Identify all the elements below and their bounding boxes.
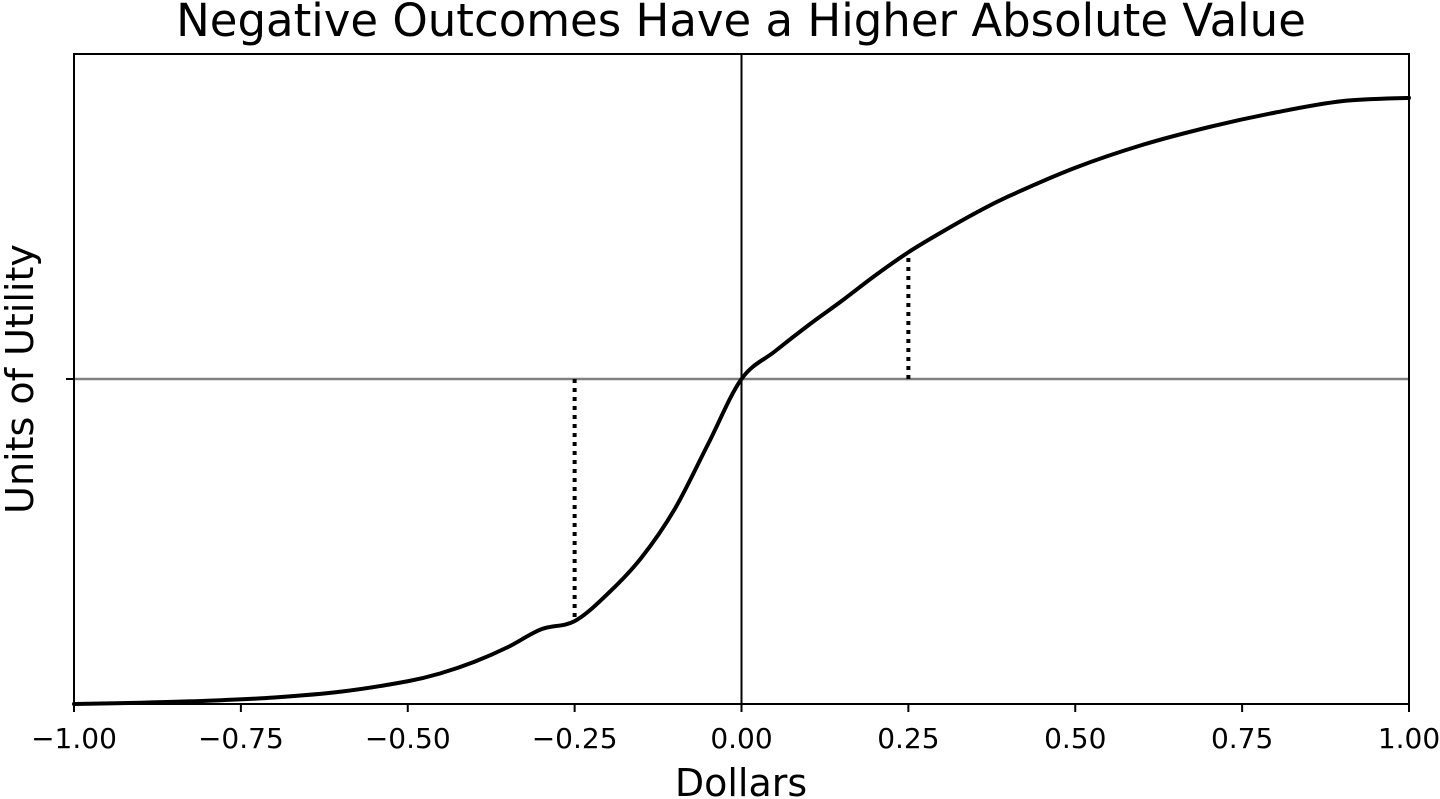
plot-area xyxy=(74,54,1409,704)
x-tick-label-5: 0.25 xyxy=(877,722,939,755)
x-axis-label: Dollars xyxy=(675,761,807,799)
x-tick-label-6: 0.50 xyxy=(1044,722,1106,755)
x-tick-label-7: 0.75 xyxy=(1211,722,1273,755)
chart-title: Negative Outcomes Have a Higher Absolute… xyxy=(176,0,1306,47)
x-tick-label-2: −0.50 xyxy=(365,722,451,755)
x-tick-label-1: −0.75 xyxy=(198,722,284,755)
x-tick-label-8: 1.00 xyxy=(1378,722,1440,755)
x-axis: −1.00 −0.75 −0.50 −0.25 0.00 0.25 0.50 0.75 1.00 xyxy=(31,704,1440,755)
x-tick-label-4: 0.00 xyxy=(710,722,772,755)
x-tick-label-3: −0.25 xyxy=(532,722,618,755)
x-tick-label-0: −1.00 xyxy=(31,722,117,755)
y-axis-label: Units of Utility xyxy=(0,244,42,514)
